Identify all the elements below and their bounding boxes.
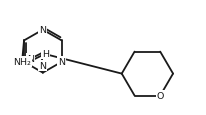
Text: NH₂: NH₂ (13, 58, 31, 67)
Text: H: H (42, 50, 49, 59)
Text: N: N (39, 26, 46, 35)
Text: N: N (39, 61, 46, 70)
Text: N: N (58, 58, 65, 67)
Text: O: O (157, 91, 164, 100)
Text: N: N (27, 55, 34, 63)
